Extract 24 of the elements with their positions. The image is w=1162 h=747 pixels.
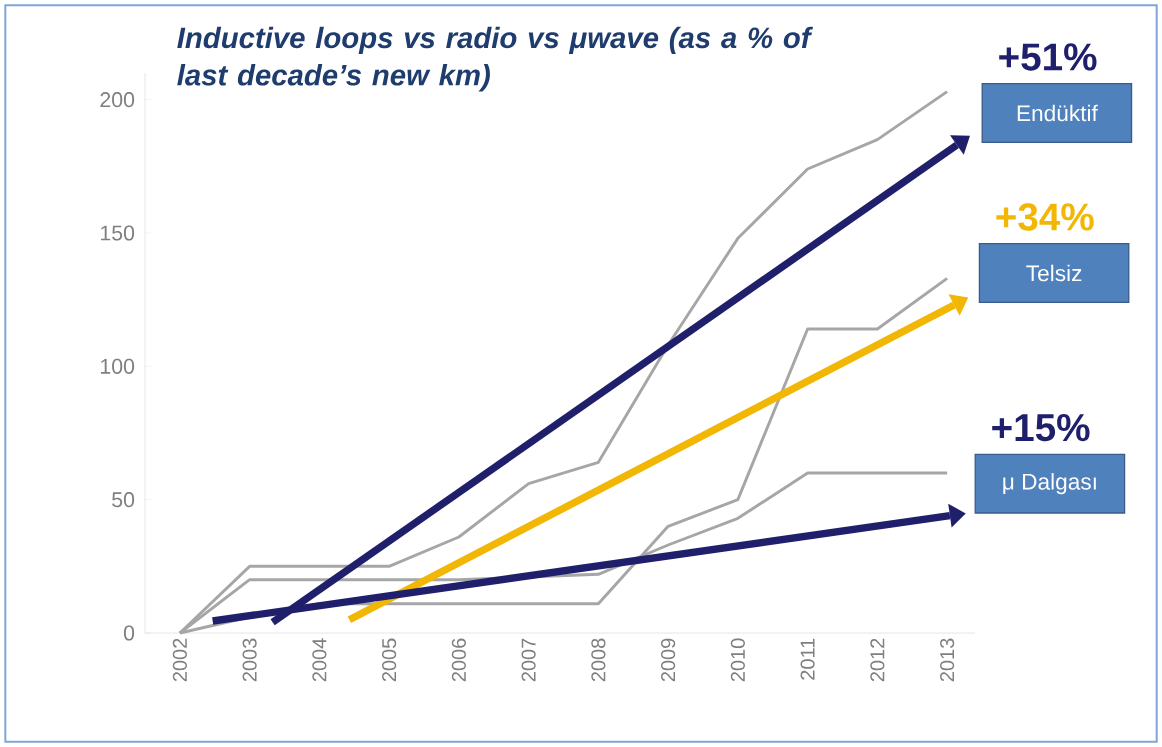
x-tick-label: 2011 [800, 638, 815, 680]
x-tick-label: 2005 [382, 638, 397, 682]
text: Endüktif [1017, 104, 1098, 122]
y-tick-label: 200 [100, 92, 135, 108]
y-tick-label: 50 [112, 492, 135, 508]
x-tick-label: 2002 [172, 638, 187, 682]
annotation: +15% [992, 414, 1090, 442]
x-tick-label: 2006 [451, 638, 466, 682]
x-tick-label: 2013 [940, 638, 955, 682]
y-tick-label: 0 [123, 625, 135, 641]
x-tick-label: 2012 [870, 638, 885, 682]
x-tick-label: 2010 [730, 638, 745, 682]
x-tick-label: 2008 [591, 638, 606, 682]
chart-title: Inductive loops vs radio vs μwave (as a % of last decade’s new km) [177, 26, 813, 92]
x-tick-label: 2003 [242, 638, 257, 682]
text: μ Dalgası [1003, 473, 1096, 495]
x-tick-label: 2007 [521, 638, 536, 682]
y-tick-label: 150 [101, 225, 135, 241]
annotation: +51% [999, 43, 1097, 71]
annotation: +34% [996, 203, 1094, 231]
y-tick-label: 100 [101, 358, 135, 374]
text: Telsiz [1026, 264, 1082, 282]
x-tick-label: 2004 [312, 638, 327, 682]
x-tick-label: 2009 [661, 638, 676, 682]
